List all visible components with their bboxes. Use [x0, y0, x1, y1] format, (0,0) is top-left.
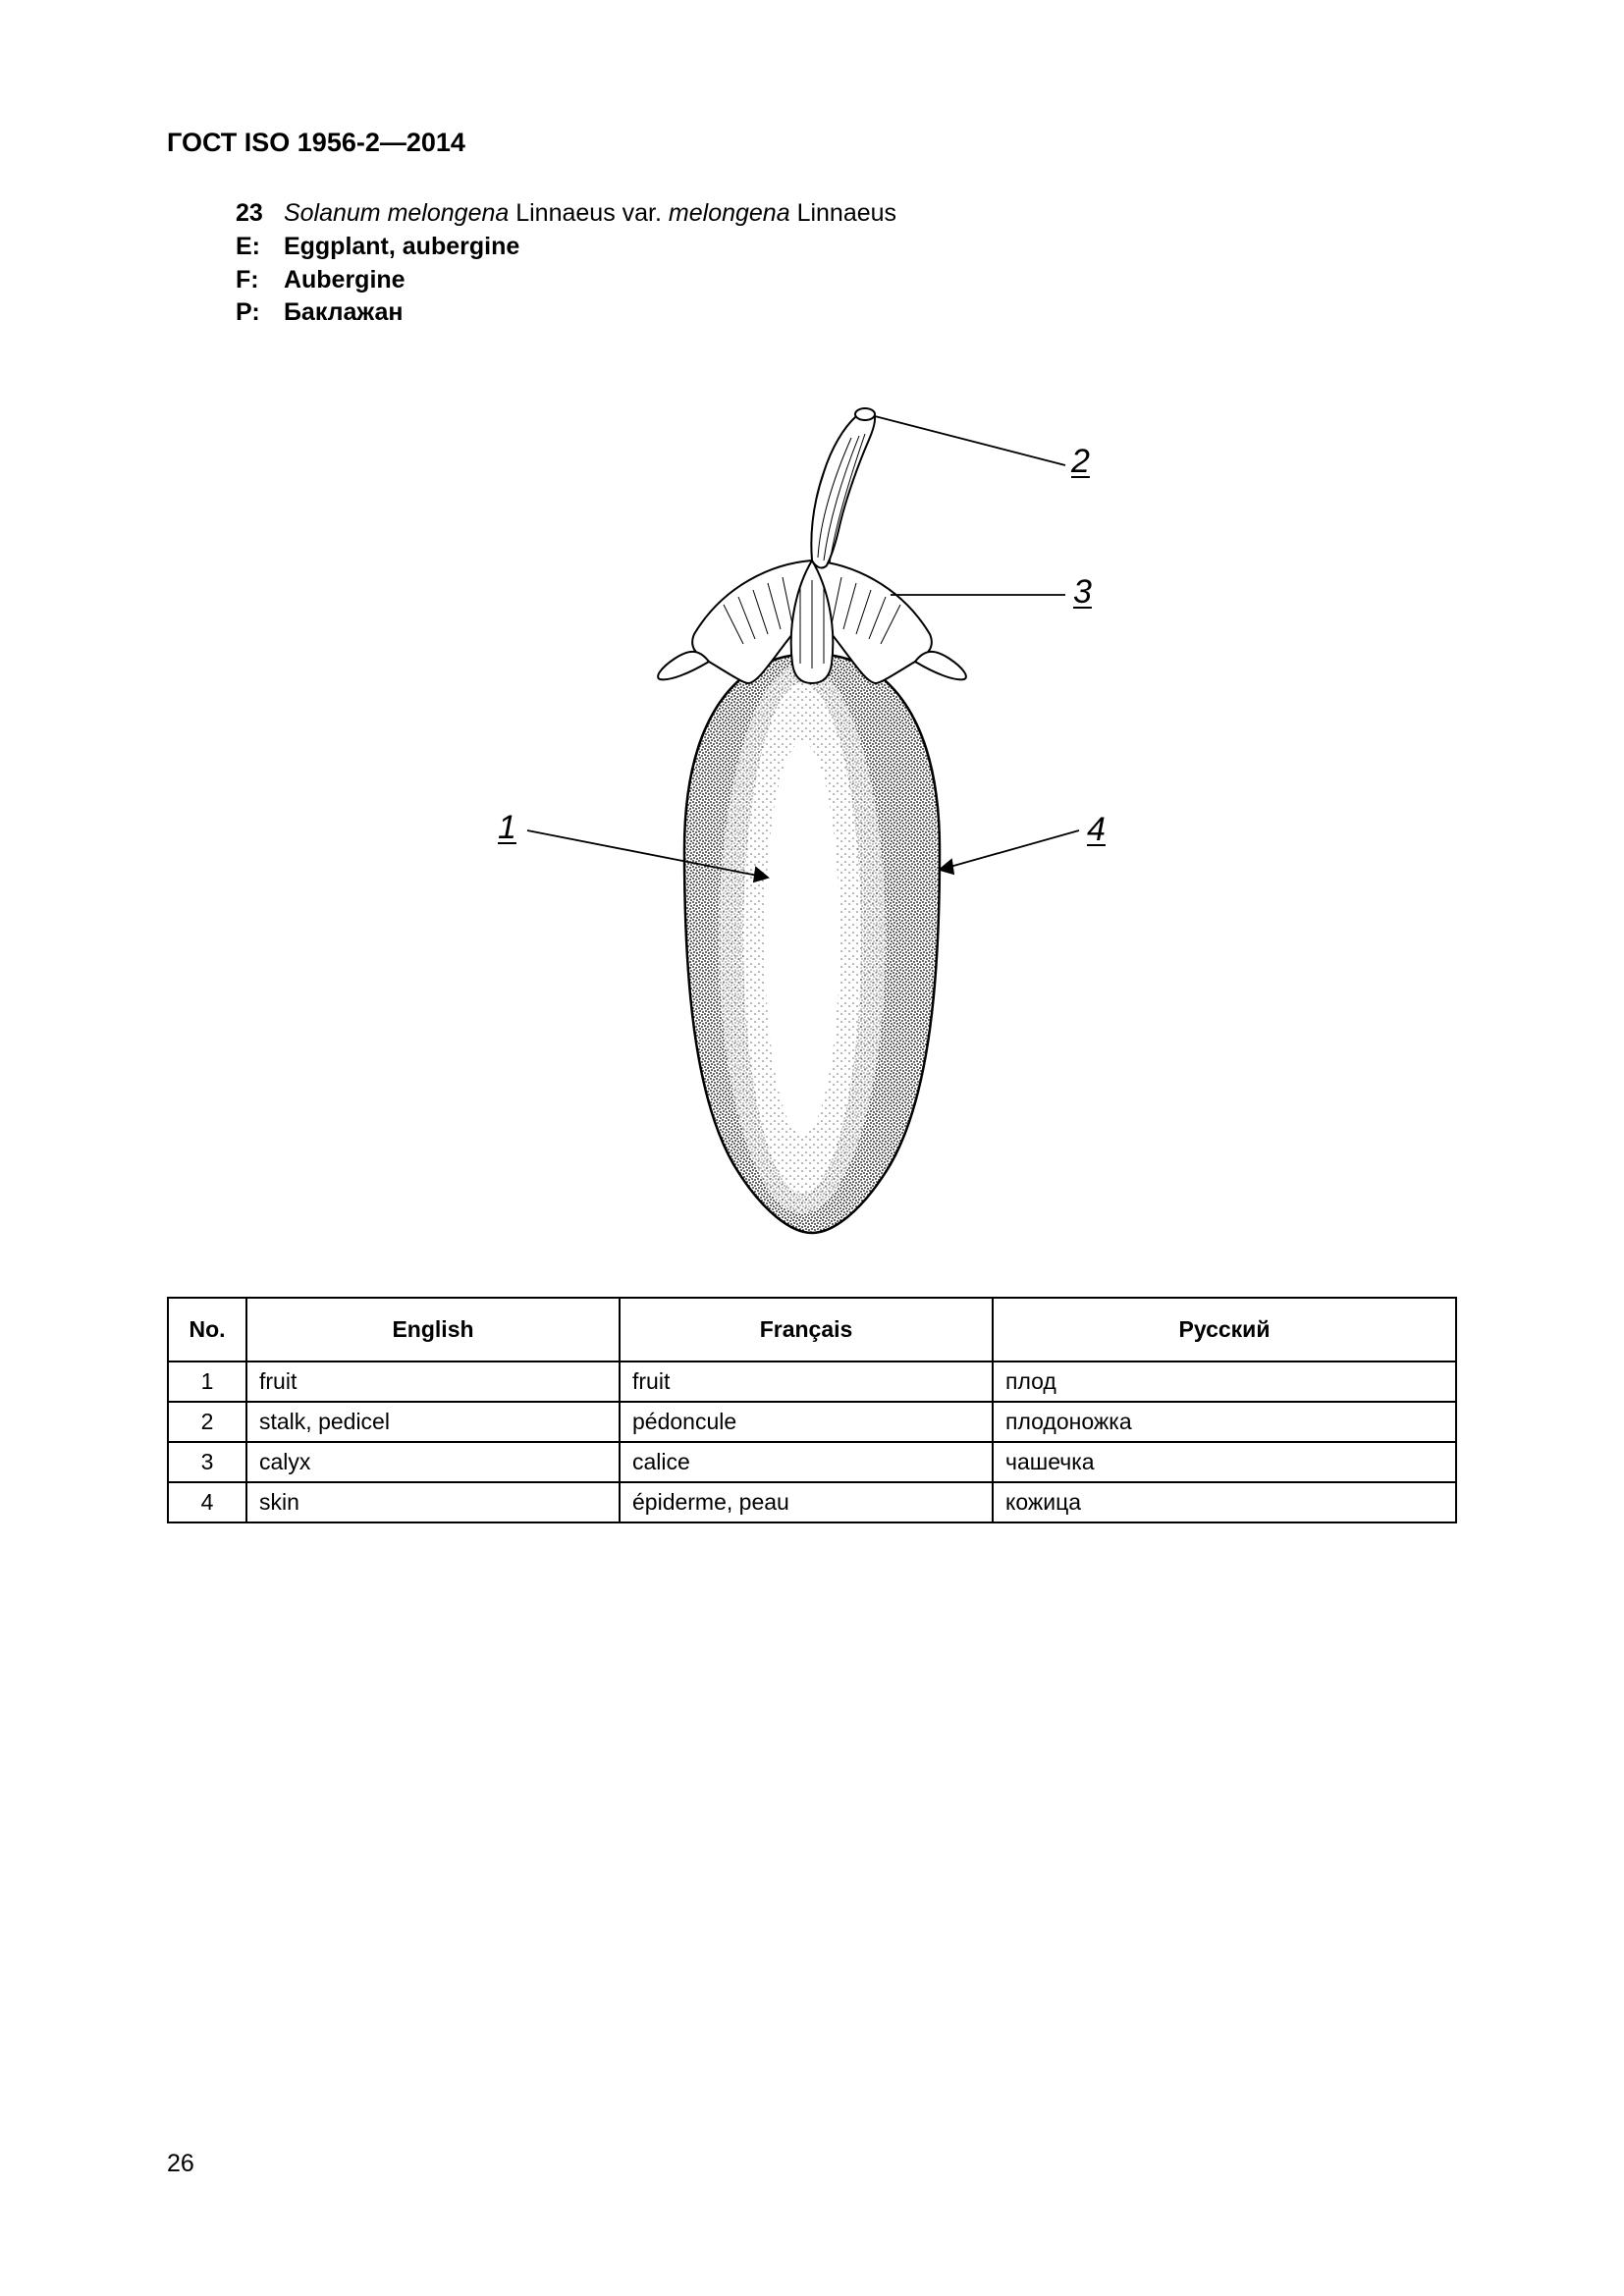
scientific-mid: Linnaeus var. [509, 199, 669, 227]
lang-name-r: Баклажан [284, 298, 404, 326]
figure-label-4: 4 [1087, 811, 1106, 849]
eggplant-figure: 1 2 3 4 [498, 389, 1126, 1243]
table-header-row: No. English Français Русский [168, 1298, 1456, 1362]
eggplant-svg [498, 389, 1126, 1243]
cell-ru: плод [993, 1362, 1456, 1402]
figure-label-1: 1 [498, 809, 516, 847]
terms-table: No. English Français Русский 1 fruit fru… [167, 1297, 1457, 1523]
entry-number: 23 [236, 197, 277, 231]
cell-no: 3 [168, 1442, 246, 1482]
cell-ru: чашечка [993, 1442, 1456, 1482]
lang-prefix-f: F: [236, 264, 277, 297]
col-header-fr: Français [620, 1298, 993, 1362]
col-header-en: English [246, 1298, 620, 1362]
cell-fr: épiderme, peau [620, 1482, 993, 1522]
cell-no: 1 [168, 1362, 246, 1402]
table-row: 4 skin épiderme, peau кожица [168, 1482, 1456, 1522]
cell-fr: pédoncule [620, 1402, 993, 1442]
scientific-name-2: melongena [669, 199, 790, 227]
page-number: 26 [167, 2150, 194, 2178]
entry-line-russian: Р: Баклажан [236, 296, 1457, 330]
cell-en: calyx [246, 1442, 620, 1482]
figure-label-3: 3 [1073, 573, 1092, 612]
table-row: 3 calyx calice чашечка [168, 1442, 1456, 1482]
entry-line-scientific: 23 Solanum melongena Linnaeus var. melon… [236, 197, 1457, 231]
cell-fr: calice [620, 1442, 993, 1482]
cell-ru: плодоножка [993, 1402, 1456, 1442]
lang-name-e: Eggplant, aubergine [284, 233, 519, 260]
entry-line-english: E: Eggplant, aubergine [236, 231, 1457, 264]
document-header: ГОСТ ISO 1956-2—2014 [167, 128, 1457, 158]
cell-ru: кожица [993, 1482, 1456, 1522]
lang-prefix-r: Р: [236, 296, 277, 330]
table-row: 1 fruit fruit плод [168, 1362, 1456, 1402]
cell-no: 2 [168, 1402, 246, 1442]
col-header-no: No. [168, 1298, 246, 1362]
scientific-tail: Linnaeus [790, 199, 896, 227]
cell-fr: fruit [620, 1362, 993, 1402]
cell-en: stalk, pedicel [246, 1402, 620, 1442]
cell-en: fruit [246, 1362, 620, 1402]
entry-block: 23 Solanum melongena Linnaeus var. melon… [167, 197, 1457, 330]
col-header-ru: Русский [993, 1298, 1456, 1362]
entry-line-french: F: Aubergine [236, 264, 1457, 297]
cell-en: skin [246, 1482, 620, 1522]
lang-name-f: Aubergine [284, 266, 406, 294]
cell-no: 4 [168, 1482, 246, 1522]
scientific-name-1: Solanum melongena [284, 199, 509, 227]
lang-prefix-e: E: [236, 231, 277, 264]
table-row: 2 stalk, pedicel pédoncule плодоножка [168, 1402, 1456, 1442]
figure-label-2: 2 [1071, 443, 1090, 481]
